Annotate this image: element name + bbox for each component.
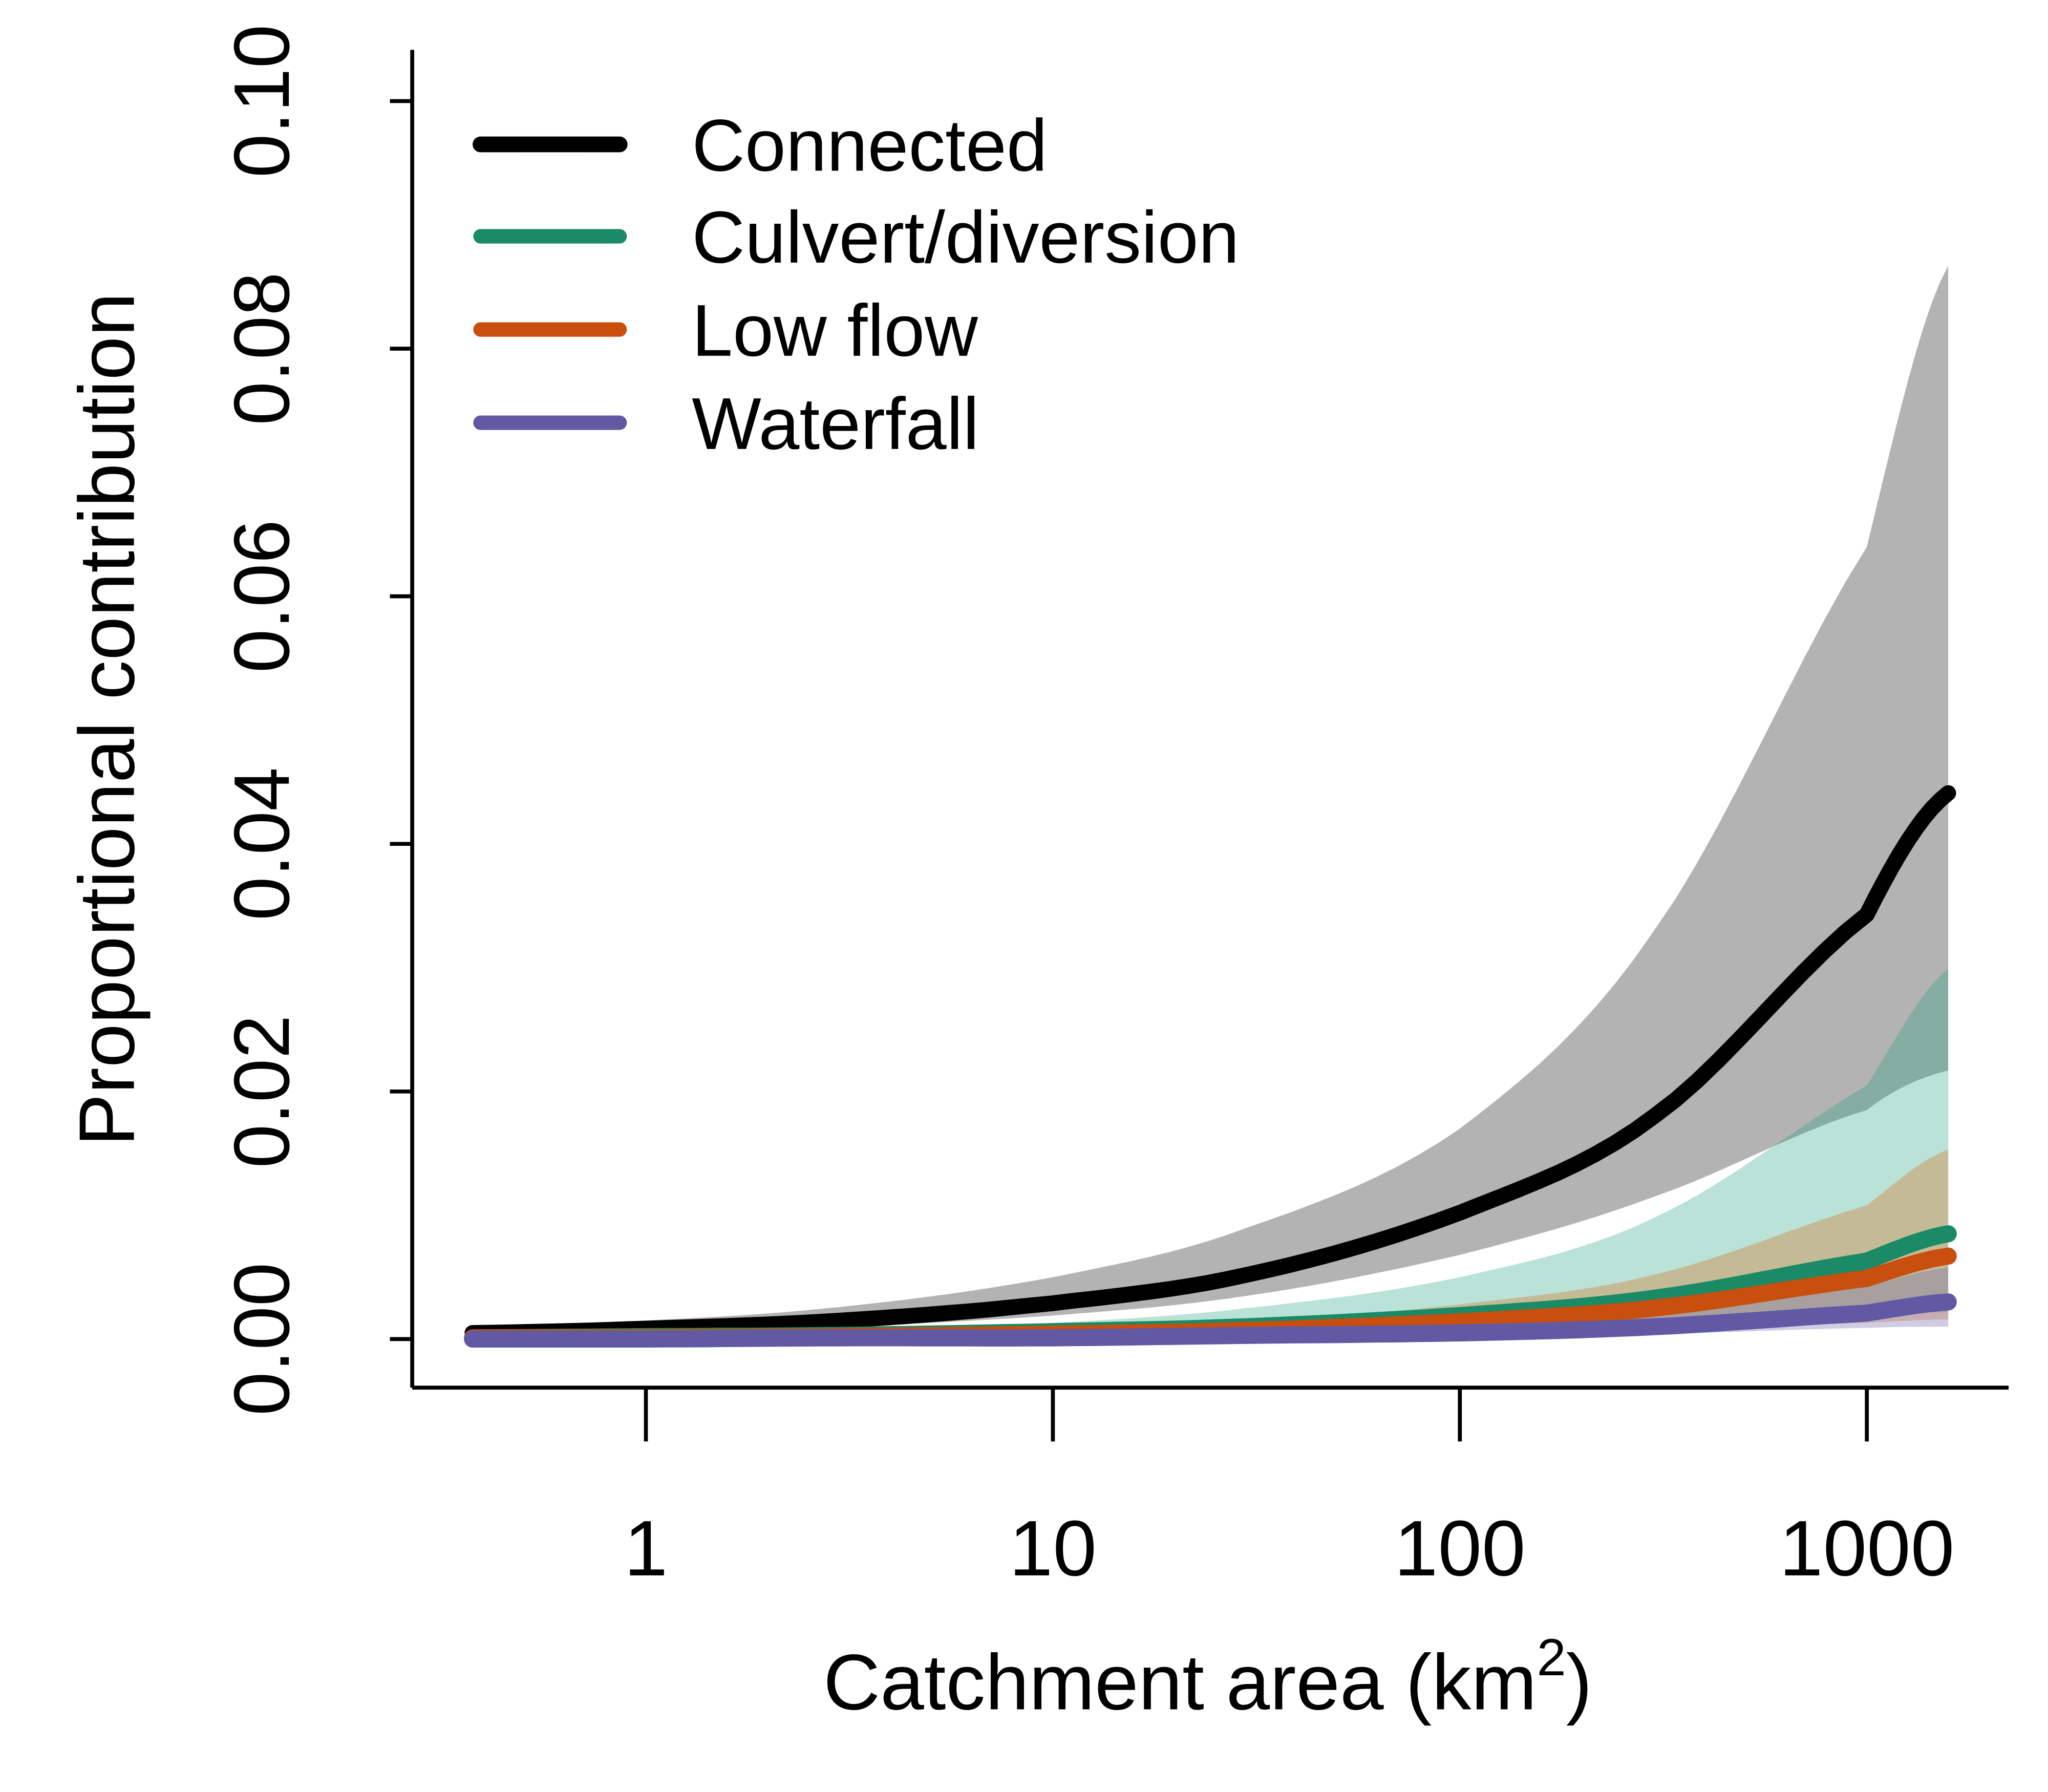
line-waterfall xyxy=(464,1293,1957,1348)
legend-item: Culvert/diversion xyxy=(473,197,1240,279)
x-tick-label: 10 xyxy=(1009,1504,1097,1592)
legend-label: Low flow xyxy=(692,290,978,372)
x-axis-title-end: ) xyxy=(1566,1638,1592,1726)
y-tick-label: 0.10 xyxy=(218,25,306,178)
y-tick-label: 0.06 xyxy=(218,520,306,673)
x-tick-label: 100 xyxy=(1394,1504,1526,1592)
x-tick-label: 1 xyxy=(624,1504,668,1592)
band-culvert-diversion xyxy=(472,969,1949,1339)
series-lines xyxy=(464,785,1957,1348)
y-tick-label: 0.02 xyxy=(218,1015,306,1168)
y-tick-label: 0.04 xyxy=(218,767,306,921)
legend-label: Waterfall xyxy=(692,383,979,465)
x-ticks: 1 10 100 1000 xyxy=(624,1388,1954,1592)
legend-label: Connected xyxy=(692,104,1047,186)
y-tick-label: 0.08 xyxy=(218,272,306,425)
band-low-flow xyxy=(472,1149,1949,1339)
legend: Connected Culvert/diversion Low flow Waterf… xyxy=(473,104,1240,465)
x-tick-label: 1000 xyxy=(1779,1504,1954,1592)
y-tick-label: 0.00 xyxy=(218,1263,306,1416)
legend-item: Waterfall xyxy=(473,383,979,465)
y-axis-title: Proportional contribution xyxy=(63,292,151,1146)
legend-item: Connected xyxy=(473,104,1048,186)
legend-label: Culvert/diversion xyxy=(692,197,1239,279)
legend-item: Low flow xyxy=(473,290,978,372)
x-axis-title-superscript: 2 xyxy=(1537,1628,1566,1687)
line-connected xyxy=(464,785,1956,1341)
x-axis-title: Catchment area (km2) xyxy=(823,1628,1592,1726)
y-ticks: 0.00 0.02 0.04 0.06 0.08 0.10 xyxy=(218,25,413,1416)
x-axis-title-main: Catchment area (km xyxy=(823,1638,1537,1726)
band-connected xyxy=(472,265,1949,1336)
